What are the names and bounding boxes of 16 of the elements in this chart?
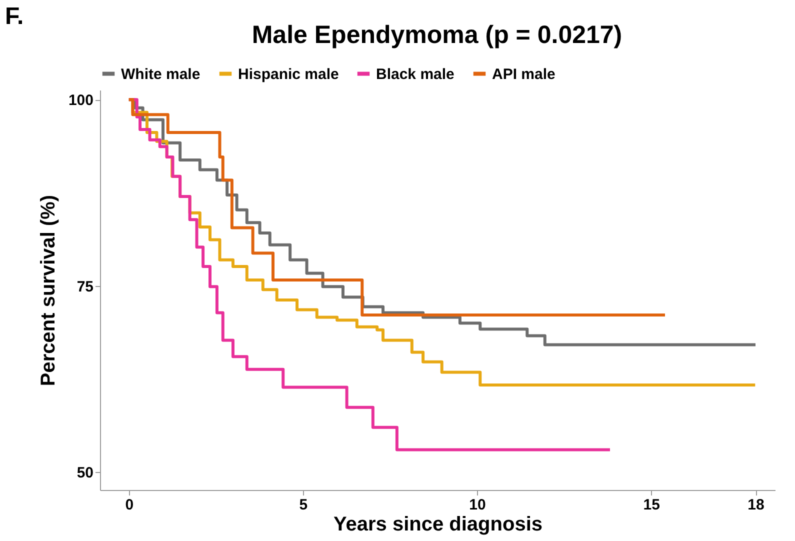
x-axis-title: Years since diagnosis: [334, 514, 542, 536]
text: F.: [5, 3, 24, 30]
legend-label: API male: [492, 66, 556, 83]
legend-label: White male: [121, 66, 200, 83]
chart-title: Male Ependymoma (p = 0.0217): [252, 21, 622, 49]
legend-label: Hispanic male: [238, 66, 339, 83]
x-tick-label: 5: [299, 496, 308, 514]
x-tick-label: 0: [125, 496, 134, 514]
x-tick-label: 15: [643, 496, 660, 514]
y-tick-label: 50: [76, 464, 94, 482]
x-tick-label: 10: [469, 496, 486, 514]
x-tick-label: 18: [748, 496, 764, 514]
y-tick-label: 75: [76, 278, 94, 296]
y-tick-label: 100: [68, 92, 94, 110]
y-axis-title: Percent survival (%): [37, 194, 60, 386]
legend-label: Black male: [376, 66, 454, 83]
